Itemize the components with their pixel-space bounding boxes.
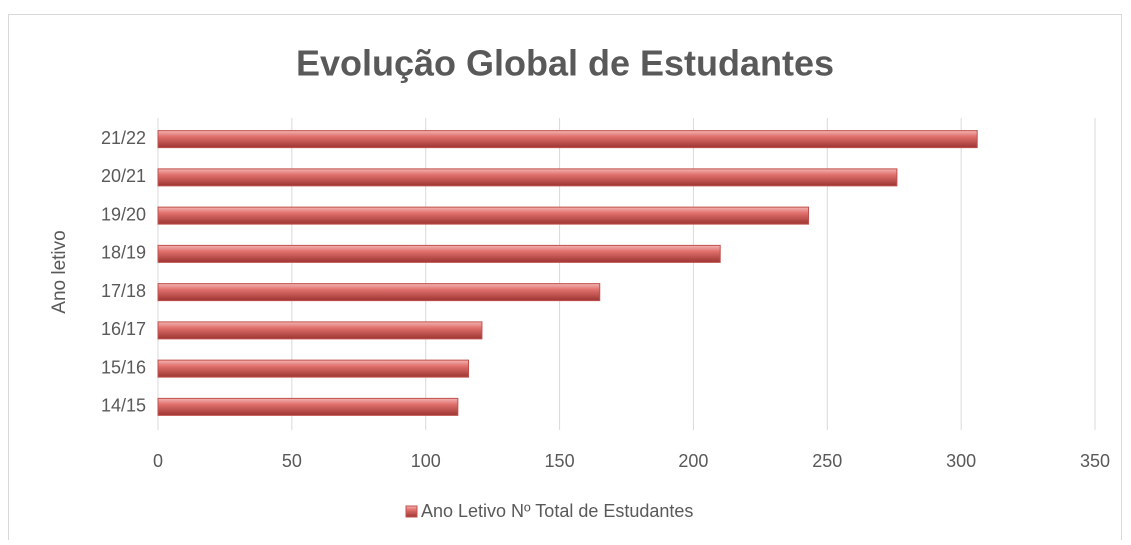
- x-tick-label: 0: [153, 451, 163, 471]
- y-tick-label: 21/22: [101, 128, 146, 148]
- x-tick-label: 300: [946, 451, 976, 471]
- y-tick-label: 16/17: [101, 319, 146, 339]
- x-tick-label: 150: [545, 451, 575, 471]
- y-tick-label: 15/16: [101, 357, 146, 377]
- x-tick-label: 250: [812, 451, 842, 471]
- bar: [157, 130, 978, 149]
- x-tick-label: 100: [411, 451, 441, 471]
- bar: [157, 206, 810, 225]
- x-tick-label: 350: [1080, 451, 1110, 471]
- bar: [157, 359, 470, 378]
- chart-frame: [8, 14, 1122, 545]
- x-tick-label: 200: [678, 451, 708, 471]
- y-tick-label: 14/15: [101, 396, 146, 416]
- y-tick-label: 19/20: [101, 204, 146, 224]
- legend-label: Ano Letivo Nº Total de Estudantes: [421, 501, 693, 521]
- bar: [157, 168, 898, 187]
- legend: Ano Letivo Nº Total de Estudantes: [405, 501, 693, 521]
- legend-swatch: [405, 505, 418, 518]
- y-tick-label: 18/19: [101, 243, 146, 263]
- bar: [157, 244, 721, 263]
- bar: [157, 321, 483, 340]
- y-tick-label: 17/18: [101, 281, 146, 301]
- bar: [157, 397, 459, 416]
- y-axis-label: Ano letivo: [49, 230, 70, 313]
- chart-title: Evolução Global de Estudantes: [296, 43, 834, 84]
- x-tick-label: 50: [282, 451, 302, 471]
- y-tick-label: 20/21: [101, 166, 146, 186]
- bar: [157, 283, 601, 302]
